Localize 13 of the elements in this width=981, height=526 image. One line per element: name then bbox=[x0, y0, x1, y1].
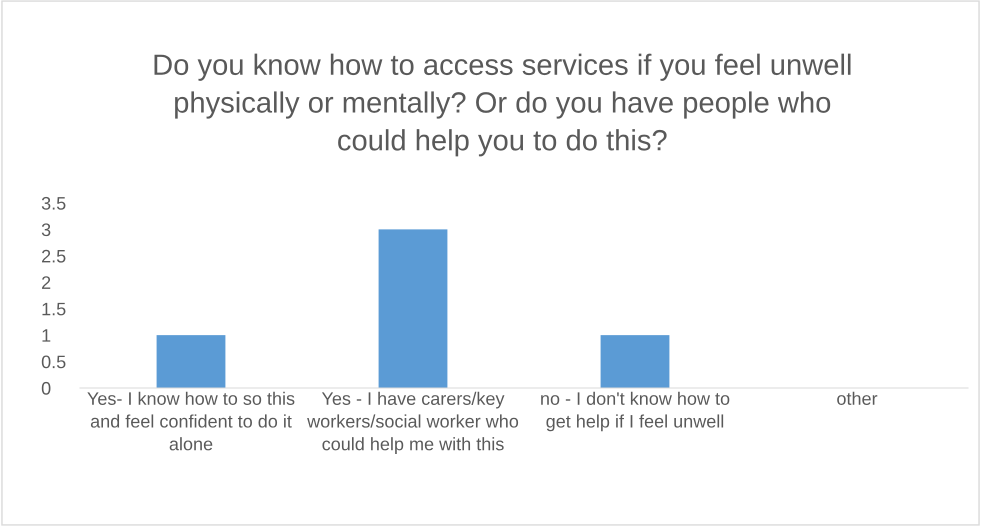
y-tick-label: 1 bbox=[42, 329, 50, 342]
x-tick-label: Yes- I know how to so this and feel confident to do it alone bbox=[87, 392, 294, 450]
y-tick-label: 3 bbox=[42, 223, 50, 236]
chart-title: Do you know how to access services if you feel unwell physically or mentally? Or do you have people who could help you to do this? bbox=[154, 54, 851, 156]
y-tick-label: 0.5 bbox=[42, 356, 66, 368]
y-tick-label: 2.5 bbox=[42, 250, 66, 263]
y-tick-label: 2 bbox=[42, 276, 50, 289]
y-tick-label: 1.5 bbox=[42, 302, 66, 316]
x-tick-label: no - I don't know how to get help if I feel unwell bbox=[541, 392, 730, 432]
y-tick-label: 3.5 bbox=[42, 196, 66, 210]
y-tick-label: 0 bbox=[42, 382, 50, 395]
x-tick-label: other bbox=[837, 392, 878, 405]
x-tick-label: Yes - I have carers/key workers/social worker who could help me with this bbox=[307, 392, 518, 454]
